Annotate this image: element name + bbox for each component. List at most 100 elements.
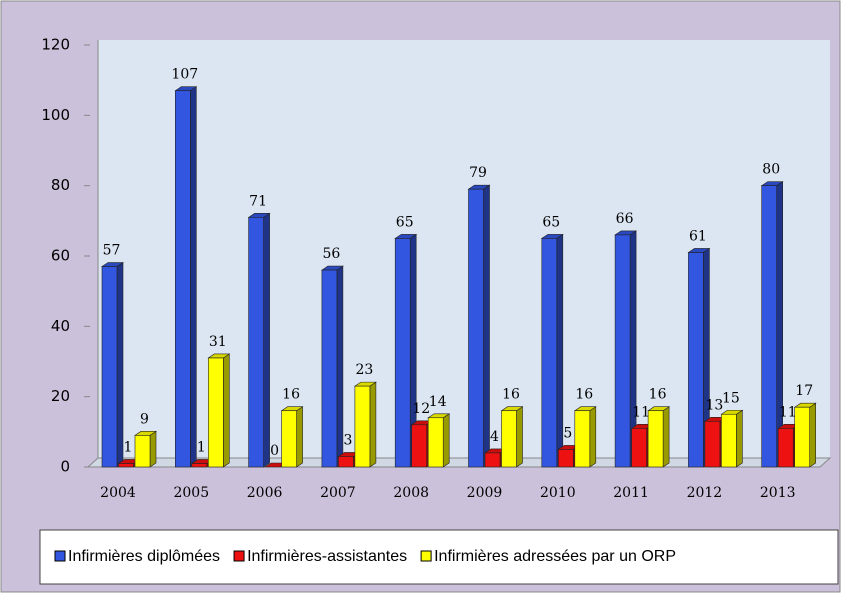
data-label: 56 [322,246,340,262]
bar [134,435,151,468]
data-label: 71 [249,193,267,209]
bar-side [483,184,490,468]
bar [394,238,411,468]
x-tick-label: 2006 [247,485,283,501]
x-tick-label: 2005 [173,485,209,501]
data-label: 80 [762,162,780,178]
legend-swatch [420,550,432,562]
data-label: 15 [722,390,740,406]
bar [191,463,208,468]
data-label: 14 [429,394,447,410]
legend-swatch [233,550,245,562]
x-tick-label: 2012 [687,485,723,501]
data-label: 17 [795,383,813,399]
bar [411,424,428,468]
bar [721,413,737,468]
x-tick-label: 2008 [393,485,429,501]
bar-side [662,406,670,468]
bar [631,428,647,468]
bar-side [369,381,377,468]
bar-side [223,353,230,468]
bar-side [149,430,157,468]
data-label: 0 [270,443,279,459]
bar [208,357,224,468]
y-tick-label: 100 [41,106,70,124]
bar-side [736,409,743,468]
data-label: 65 [542,214,560,230]
data-label: 31 [209,334,227,350]
x-tick-label: 2011 [613,485,649,501]
plot-area [98,40,830,458]
data-label: 65 [396,214,414,230]
bar-side [776,181,784,468]
data-label: 107 [171,67,198,83]
data-label: 16 [282,387,300,403]
bar [647,410,664,468]
data-label: 16 [502,387,520,403]
bar [175,90,191,468]
data-label: 66 [616,211,634,227]
bar-side [116,261,124,468]
data-label: 3 [343,432,352,448]
bar [338,456,354,468]
bar [688,252,704,468]
bar [541,238,558,468]
data-label: 79 [469,165,487,181]
y-tick-label: 60 [51,247,70,265]
legend-label: Infirmières adressées par un ORP [434,548,676,565]
bar [614,234,631,468]
data-label: 12 [412,401,430,417]
bar [557,449,574,468]
legend [39,529,839,585]
bar-side [442,413,450,468]
bar-side [336,265,344,468]
data-label: 5 [563,425,572,441]
data-label: 16 [575,387,593,403]
bar-side [556,233,564,468]
y-tick-label: 0 [60,458,70,476]
y-tick-label: 120 [41,36,70,54]
data-label: 57 [103,243,121,259]
data-label: 4 [490,429,499,445]
x-tick-label: 2004 [100,485,136,501]
bar [794,406,811,468]
bar [248,217,264,468]
x-tick-label: 2009 [467,485,503,501]
bar-side [589,406,597,468]
x-tick-label: 2013 [760,485,796,501]
bar [574,410,591,468]
data-label: 61 [689,228,707,244]
bar [101,266,118,468]
bar-side [809,402,817,468]
data-label: 16 [649,387,667,403]
bar [354,385,371,468]
bar [761,185,778,468]
data-label: 13 [705,397,723,413]
bar [704,420,721,468]
y-tick-label: 20 [51,387,70,405]
legend-label: Infirmières diplômées [68,548,220,565]
bar [468,188,484,468]
bar [281,410,297,468]
bar [118,463,134,468]
bar-side [190,86,197,468]
y-tick-label: 80 [51,176,70,194]
x-tick-label: 2007 [320,485,356,501]
data-label: 1 [197,439,206,455]
bar [321,269,338,468]
legend-label: Infirmières-assistantes [247,548,407,565]
y-tick-label: 40 [51,317,70,335]
data-label: 11 [779,404,797,420]
bar [501,410,517,468]
bar-side [263,212,270,468]
legend-swatch [54,550,66,562]
data-label: 11 [632,404,650,420]
bar-side [296,406,303,468]
data-label: 9 [140,411,149,427]
bar-side [516,406,523,468]
bar [484,452,501,468]
data-label: 1 [124,439,133,455]
bar [427,417,444,468]
data-label: 23 [355,362,373,378]
